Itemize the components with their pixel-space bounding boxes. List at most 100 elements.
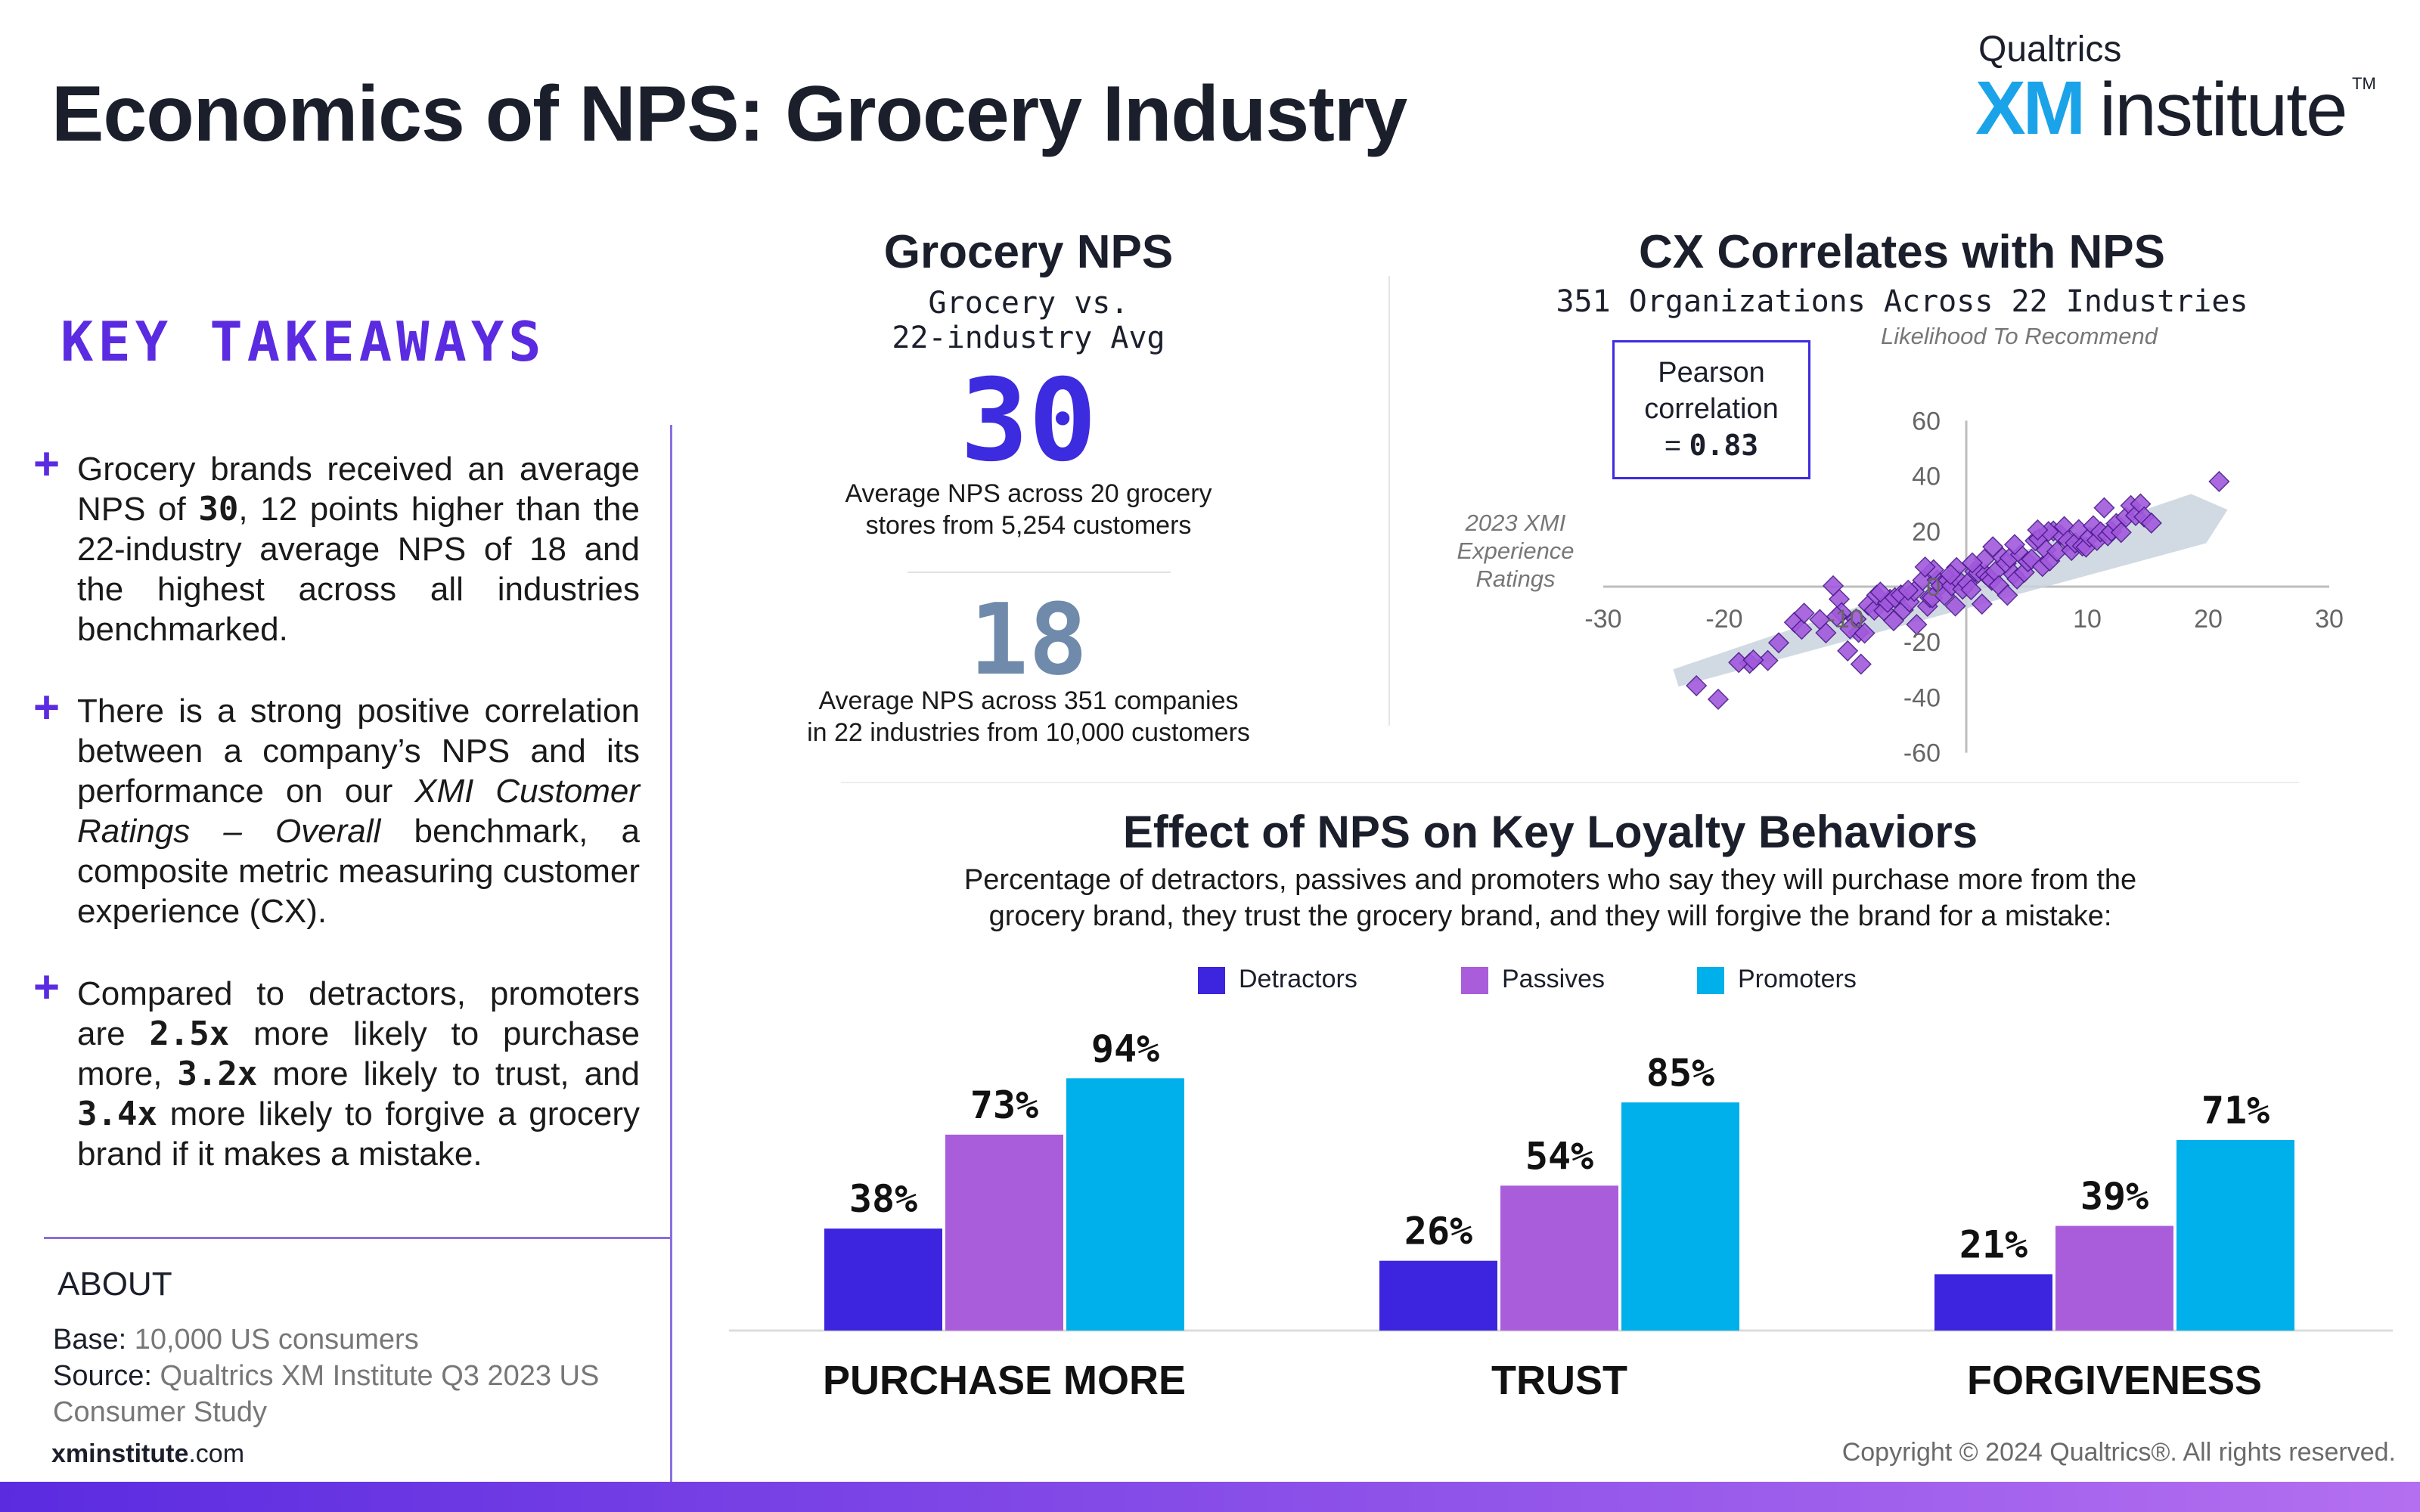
takeaway-2-text: There is a strong positive correlation b… (77, 692, 640, 810)
scatter-point (1906, 614, 1928, 636)
takeaway-3-trust-multiplier: 3.2x (177, 1055, 258, 1093)
scatter-point (1996, 584, 2018, 606)
logo-qualtrics-text: Qualtrics (1978, 29, 2122, 70)
category-label: TRUST (1491, 1358, 1627, 1403)
scatter-point (1971, 593, 1993, 615)
bar-detractors (1934, 1274, 2052, 1331)
y-tick-label: -20 (1903, 628, 1941, 657)
pearson-label: correlation (1644, 393, 1779, 425)
loyalty-chart-subtitle-line: Percentage of detractors, passives and p… (963, 864, 2137, 896)
bar-detractors (1379, 1260, 1497, 1331)
sidebar-divider (670, 425, 672, 1482)
scatter-point (1822, 575, 1844, 596)
takeaway-2-benchmark: XMI Customer Ratings – Overall (77, 773, 640, 850)
scatter-point (1793, 603, 1815, 624)
y-tick-label: -40 (1903, 683, 1941, 712)
scatter-point (1914, 556, 1936, 578)
about-source-value: Qualtrics XM Institute Q3 2023 US Consum… (53, 1360, 600, 1428)
bar-promoters (2176, 1139, 2294, 1331)
takeaway-3-text: more likely to trust, and (257, 1055, 640, 1092)
scatter-point (1869, 581, 1891, 603)
cx-correlation-title: CX Correlates with NPS (1639, 226, 2165, 278)
x-tick-label: -20 (1705, 605, 1742, 634)
grocery-nps-description: Average NPS across 20 grocery stores fro… (802, 478, 1255, 541)
takeaway-2: There is a strong positive correlation b… (77, 691, 640, 931)
x-tick-label: 20 (2194, 605, 2223, 634)
loyalty-bar-chart: 38% 73% 94% PURCHASE MORE 26% 54% 85% TRUST 21% 3… (729, 1027, 2393, 1403)
bar-value-label: 85% (1646, 1051, 1714, 1095)
pearson-value: 0.83 (1689, 429, 1759, 462)
takeaway-2-text-end: benchmark, a composite metric measuring … (77, 813, 640, 930)
bottom-gradient-bar (0, 1482, 2420, 1512)
takeaway-3-purchase-multiplier: 2.5x (149, 1015, 230, 1053)
scatter-point (1742, 649, 1764, 671)
plus-icon: + (33, 962, 60, 1012)
about-title: ABOUT (57, 1266, 172, 1303)
bar-value-label: 71% (2201, 1089, 2270, 1132)
bar-value-label: 38% (849, 1177, 917, 1221)
takeaway-1-value: 30 (198, 490, 239, 528)
key-takeaways-title: KEY TAKEAWAYS (60, 310, 546, 373)
site-link-bold: xminstitute (51, 1439, 189, 1468)
x-tick-label: 30 (2315, 605, 2344, 634)
scatter-point (1707, 688, 1730, 711)
about-base-label: Base: (53, 1324, 127, 1356)
bar-value-label: 54% (1525, 1134, 1593, 1178)
bar-value-label: 21% (1959, 1222, 2028, 1266)
scatter-point (2208, 470, 2230, 492)
takeaway-1: Grocery brands received an average NPS o… (77, 449, 640, 649)
pearson-correlation-box: Pearson correlation = 0.83 (1612, 340, 1810, 479)
bar-value-label: 94% (1091, 1027, 1159, 1070)
grocery-nps-description-line: Average NPS across 20 grocery (845, 479, 1212, 508)
scatter-point (1912, 569, 1934, 591)
qualtrics-xm-institute-logo[interactable]: Qualtrics XM institute TM (1975, 29, 2376, 152)
scatter-point (1826, 606, 1848, 627)
nps-divider (908, 572, 1171, 573)
legend-swatch (1697, 967, 1724, 995)
scatter-point (2140, 512, 2162, 534)
takeaway-3: Compared to detractors, promoters are 2.… (77, 974, 640, 1174)
scatter-point (1940, 563, 1962, 585)
scatter-point (1757, 649, 1779, 671)
takeaway-1-text-end: , 12 points higher than the 22-industry … (77, 491, 640, 648)
takeaway-1-text: Grocery brands received an average NPS o… (77, 451, 640, 528)
grocery-nps-subtitle: Grocery vs. 22-industry Avg (832, 286, 1225, 355)
site-link[interactable]: xminstitute.com (51, 1439, 244, 1469)
legend-label: Passives (1502, 965, 1606, 993)
takeaway-3-text: more likely to purchase more, (77, 1015, 640, 1092)
takeaway-3-text-end: more likely to forgive a grocery brand i… (77, 1095, 640, 1173)
site-link-suffix: .com (188, 1439, 245, 1468)
x-tick-label: -10 (1826, 605, 1863, 634)
bar-passives (945, 1134, 1063, 1331)
pearson-equals: = (1664, 430, 1689, 462)
industry-average-description-line: Average NPS across 351 companies (818, 686, 1239, 715)
page-title: Economics of NPS: Grocery Industry (51, 70, 1407, 158)
bar-promoters (1066, 1078, 1184, 1331)
legend-item-promoters: Promoters (1697, 965, 1857, 995)
legend-swatch (1198, 967, 1225, 995)
pearson-label: Pearson (1658, 357, 1765, 389)
scatter-point (1944, 595, 1966, 617)
legend-item-detractors: Detractors (1198, 965, 1357, 995)
y-axis-label: Likelihood To Recommend (1881, 325, 2159, 349)
grocery-nps-title: Grocery NPS (883, 226, 1174, 278)
logo-institute-text: institute (2099, 67, 2348, 152)
about-source: Source: Qualtrics XM Institute Q3 2023 U… (53, 1358, 658, 1430)
plus-icon: + (33, 438, 60, 489)
x-axis-label: Ratings (1475, 565, 1555, 592)
bar-detractors (824, 1228, 942, 1331)
legend-label: Detractors (1239, 965, 1357, 993)
bar-passives (1500, 1185, 1618, 1331)
legend-label: Promoters (1738, 965, 1857, 993)
bar-promoters (1621, 1102, 1739, 1331)
cx-correlation-subtitle: 351 Organizations Across 22 Industries (1556, 284, 2248, 319)
about-divider (44, 1237, 672, 1239)
grocery-nps-value: 30 (960, 355, 1097, 487)
scatter-point (1837, 640, 1859, 662)
x-tick-label: -30 (1584, 605, 1621, 634)
scatter-point (1982, 536, 2004, 558)
y-tick-label: 0 (1926, 573, 1941, 602)
x-tick-label: 10 (2073, 605, 2102, 634)
loyalty-chart-subtitle: Percentage of detractors, passives and p… (870, 862, 2231, 934)
bar-value-label: 73% (970, 1083, 1038, 1127)
